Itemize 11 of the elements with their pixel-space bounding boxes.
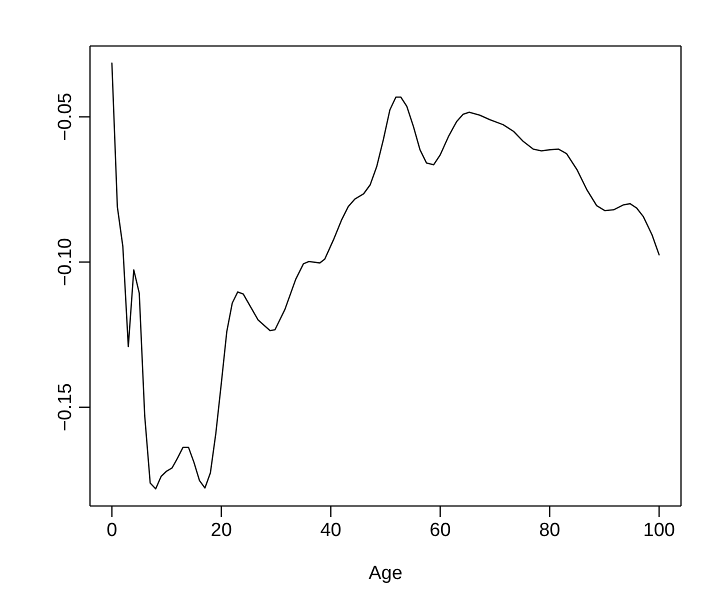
x-tick-label: 60 [430, 520, 451, 541]
x-tick-label: 0 [106, 520, 118, 541]
y-tick-label: −0.15 [55, 383, 76, 432]
x-axis-title: Age [368, 563, 402, 584]
line-series [111, 62, 660, 490]
x-tick-label: 80 [539, 520, 560, 541]
x-tick-label: 40 [320, 520, 342, 541]
x-tick-label: 100 [643, 520, 675, 541]
y-tick-label: −0.05 [55, 92, 76, 141]
y-tick-label: −0.10 [55, 238, 76, 286]
x-tick-label: 20 [210, 520, 232, 541]
